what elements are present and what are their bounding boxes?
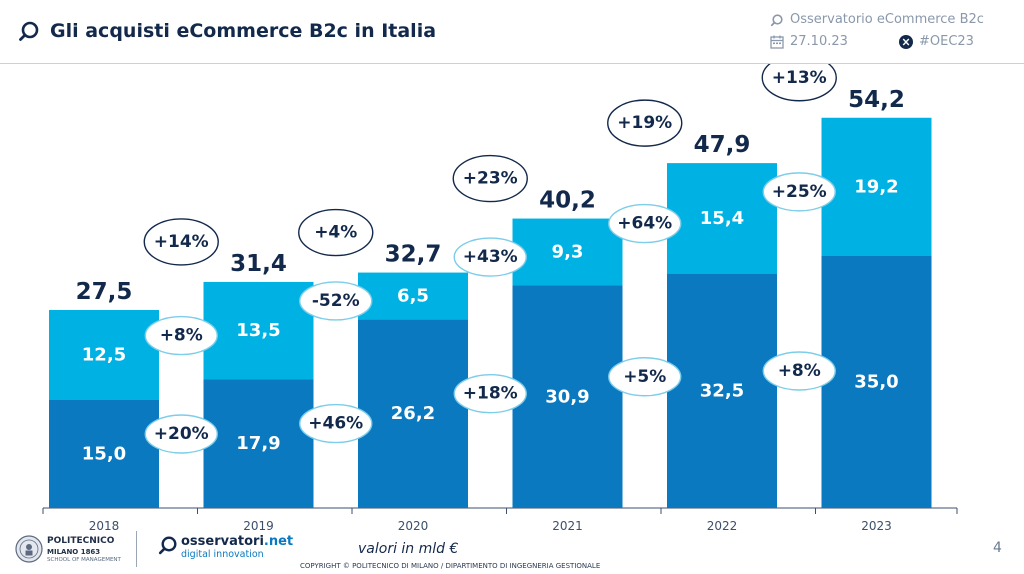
bottom-growth-2020-2021-label: +18% xyxy=(463,384,518,404)
total-growth-2018-2019-label: +14% xyxy=(154,232,209,252)
bar-bottom-2020 xyxy=(358,319,468,508)
copyright-text: COPYRIGHT © POLITECNICO DI MILANO / DIPA… xyxy=(300,562,601,570)
footer-logo-divider xyxy=(136,531,137,567)
top-growth-2022-2023-ellipse xyxy=(762,172,836,212)
observatory-name: Osservatorio eCommerce B2c xyxy=(790,12,984,27)
bar-bottom-label-2023: 35,0 xyxy=(854,372,898,393)
osservatori-brand: osservatori.net xyxy=(181,534,293,549)
bar-total-label-2019: 31,4 xyxy=(230,251,287,277)
osservatori-brand-suffix: .net xyxy=(263,534,294,549)
bottom-growth-2020-2021-ellipse xyxy=(453,373,527,414)
bar-top-2023 xyxy=(821,117,932,256)
osservatori-logo-icon xyxy=(158,536,177,555)
total-growth-2019-2020-ellipse xyxy=(298,208,374,257)
total-growth-2019-2020-label: +4% xyxy=(314,223,357,243)
polimi-year: MILANO 1863 xyxy=(47,548,101,556)
total-growth-2021-2022-label: +19% xyxy=(617,113,672,133)
page-title: Gli acquisti eCommerce B2c in Italia xyxy=(50,20,437,42)
bar-total-label-2018: 27,5 xyxy=(76,279,133,305)
unit-note: valori in mld € xyxy=(358,541,459,557)
bottom-growth-2022-2023-ellipse xyxy=(762,351,836,391)
polimi-name: POLITECNICO xyxy=(47,536,115,546)
bottom-growth-2022-2023-label: +8% xyxy=(778,361,821,381)
bar-bottom-2021 xyxy=(512,285,623,508)
bar-top-2018 xyxy=(49,310,159,400)
date-label: 27.10.23 xyxy=(790,34,848,49)
bar-top-2022 xyxy=(667,163,777,274)
bar-bottom-label-2018: 15,0 xyxy=(82,444,126,465)
x-tick-label-2021: 2021 xyxy=(552,519,583,533)
top-growth-2021-2022-ellipse xyxy=(608,203,682,244)
stacked-bar-chart: 15,0 12,5 27,5 2018 17,9 13,5 31,4 2019 26,2 6,5 3… xyxy=(42,64,958,533)
total-growth-2018-2019-ellipse xyxy=(143,218,219,266)
bottom-growth-2018-2019-label: +20% xyxy=(154,424,209,444)
bottom-growth-2019-2020-ellipse xyxy=(299,403,373,444)
bar-top-label-2022: 15,4 xyxy=(700,208,744,229)
polimi-school: SCHOOL OF MANAGEMENT xyxy=(47,557,121,563)
bar-top-label-2018: 12,5 xyxy=(82,345,126,366)
top-growth-2020-2021-ellipse xyxy=(453,237,527,277)
total-growth-2020-2021-label: +23% xyxy=(463,169,518,189)
page-number: 4 xyxy=(993,540,1002,556)
polimi-seal-icon xyxy=(15,535,43,563)
x-tick-label-2023: 2023 xyxy=(861,519,892,533)
total-growth-2022-2023-label: +13% xyxy=(772,68,827,88)
bar-total-label-2020: 32,7 xyxy=(385,242,442,268)
top-growth-2021-2022-label: +64% xyxy=(617,214,672,234)
bar-bottom-2022 xyxy=(667,274,777,508)
bar-bottom-label-2021: 30,9 xyxy=(545,386,589,407)
top-growth-2018-2019-label: +8% xyxy=(160,326,203,346)
top-growth-2019-2020-ellipse xyxy=(299,281,373,321)
bar-bottom-2023 xyxy=(821,256,932,508)
top-growth-2020-2021-label: +43% xyxy=(463,247,518,267)
bar-top-2019 xyxy=(203,281,314,380)
bar-top-2020 xyxy=(358,272,468,320)
x-tick-label-2018: 2018 xyxy=(89,519,120,533)
bottom-growth-2021-2022-label: +5% xyxy=(623,367,666,387)
osservatori-brand-name: osservatori xyxy=(181,534,264,549)
x-social-icon[interactable] xyxy=(899,35,913,49)
top-growth-2018-2019-ellipse xyxy=(144,315,218,356)
total-growth-2020-2021-ellipse xyxy=(452,154,528,203)
hashtag-label: #OEC23 xyxy=(919,34,974,49)
bar-top-label-2020: 6,5 xyxy=(397,285,429,306)
bar-bottom-label-2020: 26,2 xyxy=(391,403,435,424)
bar-total-label-2022: 47,9 xyxy=(694,132,751,158)
bar-bottom-label-2022: 32,5 xyxy=(700,381,744,402)
bar-bottom-2019 xyxy=(203,379,314,508)
x-tick-label-2022: 2022 xyxy=(707,519,738,533)
total-growth-2021-2022-ellipse xyxy=(607,99,683,147)
calendar-icon xyxy=(770,35,784,49)
bar-total-label-2023: 54,2 xyxy=(848,87,905,113)
top-growth-2022-2023-label: +25% xyxy=(772,182,827,202)
x-tick-label-2020: 2020 xyxy=(398,519,429,533)
bar-total-label-2021: 40,2 xyxy=(539,188,596,214)
bar-top-label-2021: 9,3 xyxy=(552,242,584,263)
x-tick-label-2019: 2019 xyxy=(243,519,274,533)
top-growth-2019-2020-label: -52% xyxy=(312,291,360,311)
bar-bottom-2018 xyxy=(49,400,159,508)
total-growth-2022-2023-ellipse xyxy=(761,64,837,102)
bar-top-2021 xyxy=(512,218,623,286)
bar-top-label-2023: 19,2 xyxy=(854,176,898,197)
bottom-growth-2019-2020-label: +46% xyxy=(308,414,363,434)
observatory-icon xyxy=(770,14,783,27)
bottom-growth-2021-2022-ellipse xyxy=(608,357,682,397)
bar-bottom-label-2019: 17,9 xyxy=(236,433,280,454)
header-divider xyxy=(0,63,1024,64)
magnifier-logo-icon xyxy=(19,21,39,41)
osservatori-tagline: digital innovation xyxy=(181,549,264,560)
bar-top-label-2019: 13,5 xyxy=(236,320,280,341)
bottom-growth-2018-2019-ellipse xyxy=(144,414,218,454)
